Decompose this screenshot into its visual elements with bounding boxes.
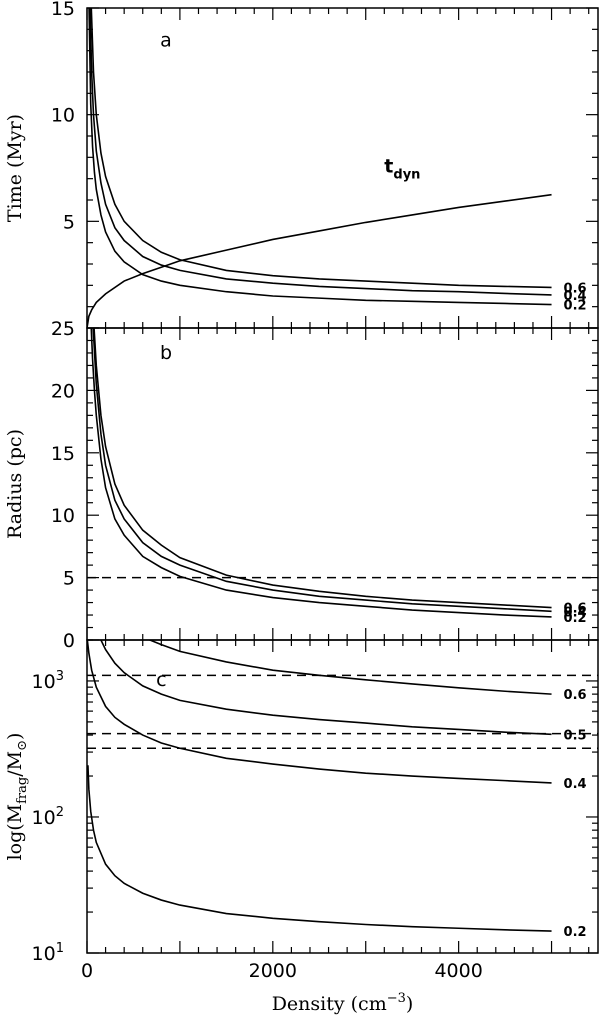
panel-a: 5 10 15 0.60.40.2 a tdyn Time (Myr) — [4, 0, 599, 329]
series-label: 0.5 — [564, 728, 587, 743]
y-tick-label: 10 — [51, 505, 75, 527]
series-label: 0.2 — [564, 299, 587, 314]
series-label: 0.6 — [564, 281, 587, 296]
series-label: 0.2 — [564, 611, 587, 626]
series-line-04 — [89, 8, 552, 296]
plot-frame — [86, 639, 599, 954]
series-label: 0.4 — [564, 289, 587, 304]
y-tick-label: 20 — [51, 380, 75, 402]
series-line-04 — [87, 640, 552, 784]
panel-letter: b — [160, 342, 172, 364]
x-tick-label: 4000 — [434, 960, 482, 982]
panel-letter: a — [160, 29, 172, 51]
y-tick-label: 15 — [51, 0, 75, 20]
panel-b: 0 5 10 15 20 25 0.60.40.2 b Radius (pc) — [4, 318, 599, 652]
tdyn-label: tdyn — [384, 155, 420, 182]
panel-c: 101 102 103 0 2000 4000 0.6 0.5 0.4 0.2 c log(Mfrag… — [4, 639, 599, 1015]
y-axis-label: Radius (pc) — [4, 429, 26, 539]
y-axis-label: log(Mfrag/M⊙) — [4, 733, 30, 861]
x-tick-label: 0 — [81, 960, 93, 982]
x-tick-label: 2000 — [249, 960, 297, 982]
series-label: 0.4 — [564, 605, 587, 620]
series-line-06 — [93, 328, 552, 609]
y-tick-label: 102 — [32, 805, 64, 829]
y-tick-label: 5 — [63, 568, 75, 590]
series-line-02 — [88, 8, 552, 306]
series-line-02 — [90, 328, 552, 618]
panel-letter: c — [156, 669, 166, 691]
series-line-06 — [147, 640, 552, 695]
series-label: 0.4 — [564, 777, 587, 792]
x-axis-label: Density (cm−3) — [272, 991, 414, 1015]
y-axis-label: Time (Myr) — [4, 114, 26, 222]
y-tick-label: 101 — [32, 941, 64, 965]
series-line-05 — [100, 640, 552, 736]
y-tick-label: 103 — [32, 669, 64, 693]
series-line-02 — [87, 765, 552, 932]
series-label: 0.2 — [564, 925, 587, 940]
series-label: 0.6 — [564, 602, 587, 617]
y-tick-label: 5 — [63, 211, 75, 233]
series-line-04 — [92, 328, 552, 613]
series-line-06 — [90, 8, 552, 289]
series-line-tdyn — [87, 193, 552, 328]
y-tick-label: 15 — [51, 443, 75, 465]
series-label: 0.6 — [564, 688, 587, 703]
y-tick-label: 10 — [51, 105, 75, 127]
y-tick-label: 25 — [51, 318, 75, 340]
y-tick-label: 0 — [63, 630, 75, 652]
